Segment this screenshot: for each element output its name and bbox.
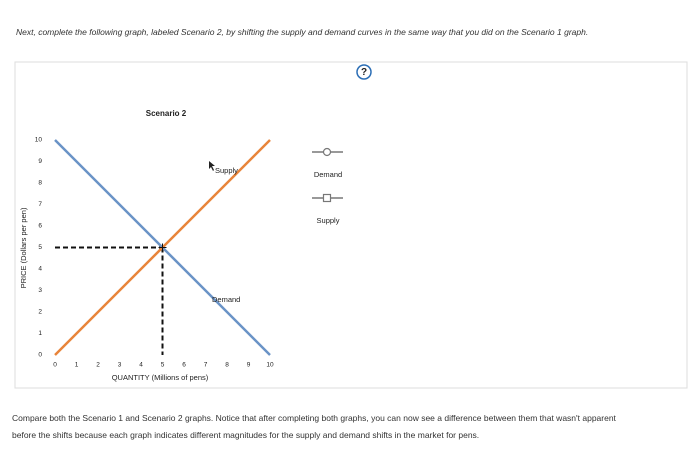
legend-label: Supply — [317, 216, 340, 225]
y-tick-label: 8 — [38, 180, 42, 187]
x-axis-label: QUANTITY (Millions of pens) — [112, 373, 209, 382]
instruction: Next, complete the following graph, labe… — [16, 27, 589, 37]
point-cross — [158, 243, 167, 252]
legend-marker — [322, 193, 332, 203]
y-tick-label: 9 — [38, 158, 42, 165]
x-tick-label: 10 — [266, 362, 274, 369]
x-tick-label: 4 — [139, 362, 143, 369]
y-axis-label: PRICE (Dollars per pen) — [19, 207, 28, 288]
x-tick-label: 2 — [96, 362, 100, 369]
instruction: Compare both the Scenario 1 and Scenario… — [12, 413, 616, 440]
help-icon[interactable]: ? — [361, 67, 367, 78]
y-tick-label: 2 — [38, 309, 42, 316]
cursor — [209, 161, 215, 171]
x-tick-label: 6 — [182, 362, 186, 369]
y-tick-label: 3 — [38, 287, 42, 294]
x-tick-label: 5 — [161, 362, 165, 369]
y-tick-label: 5 — [38, 244, 42, 251]
x-tick-label: 0 — [53, 362, 57, 369]
y-tick-label: 0 — [38, 352, 42, 359]
y-tick-label: 7 — [38, 201, 42, 208]
x-tick-label: 8 — [225, 362, 229, 369]
legend-marker — [322, 147, 332, 157]
help-button[interactable] — [356, 64, 372, 80]
legend-label: Demand — [314, 170, 342, 179]
x-tick-label: 3 — [118, 362, 122, 369]
y-tick-label: 10 — [35, 137, 43, 144]
y-tick-label: 1 — [38, 330, 42, 337]
curve-label: Demand — [212, 295, 240, 304]
y-tick-label: 6 — [38, 223, 42, 230]
x-tick-label: 1 — [75, 362, 79, 369]
panel-border — [14, 61, 688, 389]
chart-title: Scenario 2 — [146, 109, 187, 118]
y-tick-label: 4 — [38, 266, 42, 273]
x-tick-label: 9 — [247, 362, 251, 369]
curve-label: Supply — [215, 166, 238, 175]
x-tick-label: 7 — [204, 362, 208, 369]
